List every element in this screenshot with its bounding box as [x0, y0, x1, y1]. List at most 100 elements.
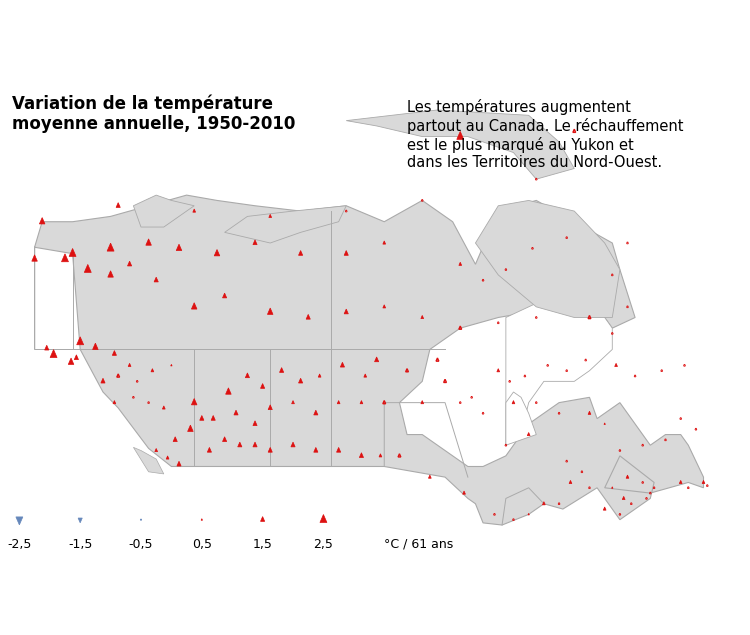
Polygon shape	[588, 411, 591, 415]
Polygon shape	[292, 401, 295, 404]
Polygon shape	[569, 481, 572, 484]
Polygon shape	[344, 251, 348, 255]
Polygon shape	[134, 447, 164, 474]
Polygon shape	[615, 363, 617, 366]
Polygon shape	[74, 355, 79, 359]
Polygon shape	[421, 316, 424, 319]
Polygon shape	[128, 261, 132, 266]
Polygon shape	[45, 345, 49, 350]
Polygon shape	[78, 518, 82, 523]
Polygon shape	[344, 309, 348, 314]
Polygon shape	[318, 374, 321, 377]
Polygon shape	[188, 425, 194, 431]
Text: °C / 61 ans: °C / 61 ans	[384, 538, 454, 551]
Polygon shape	[223, 437, 226, 441]
Polygon shape	[193, 209, 196, 212]
Polygon shape	[542, 502, 545, 505]
Text: 2,5: 2,5	[314, 538, 333, 551]
Polygon shape	[207, 448, 212, 452]
Polygon shape	[268, 405, 272, 410]
Polygon shape	[680, 481, 682, 484]
Polygon shape	[107, 243, 114, 251]
Polygon shape	[151, 369, 154, 372]
Polygon shape	[337, 448, 340, 452]
Polygon shape	[234, 410, 238, 415]
Polygon shape	[245, 373, 250, 378]
Polygon shape	[200, 415, 204, 420]
Polygon shape	[177, 461, 181, 466]
Polygon shape	[146, 239, 152, 245]
Polygon shape	[173, 437, 177, 441]
Polygon shape	[506, 392, 536, 445]
Polygon shape	[154, 277, 158, 282]
Polygon shape	[69, 248, 76, 257]
Polygon shape	[113, 401, 116, 404]
Polygon shape	[201, 519, 202, 520]
Text: -1,5: -1,5	[68, 538, 92, 551]
Text: -0,5: -0,5	[129, 538, 153, 551]
Polygon shape	[338, 401, 340, 404]
Text: -2,5: -2,5	[8, 538, 32, 551]
Polygon shape	[76, 337, 84, 345]
Polygon shape	[280, 368, 284, 372]
Text: Variation de la température
moyenne annuelle, 1950-2010: Variation de la température moyenne annu…	[12, 94, 296, 133]
Polygon shape	[346, 110, 574, 179]
Polygon shape	[108, 271, 113, 277]
Polygon shape	[379, 454, 382, 457]
Polygon shape	[320, 514, 327, 523]
Polygon shape	[360, 401, 363, 404]
Polygon shape	[306, 314, 310, 319]
Polygon shape	[421, 401, 424, 404]
Polygon shape	[40, 218, 45, 224]
Polygon shape	[512, 401, 514, 404]
Polygon shape	[154, 448, 158, 451]
Polygon shape	[604, 423, 605, 424]
Polygon shape	[253, 240, 257, 244]
Polygon shape	[496, 369, 500, 372]
Text: Les températures augmentent
partout au Canada. Le réchauffement
est le plus marq: Les températures augmentent partout au C…	[407, 99, 683, 170]
Polygon shape	[382, 305, 386, 308]
Polygon shape	[260, 517, 265, 521]
Polygon shape	[134, 195, 194, 227]
Polygon shape	[527, 432, 530, 436]
Polygon shape	[84, 264, 92, 272]
Polygon shape	[253, 442, 257, 447]
Polygon shape	[112, 351, 116, 356]
Polygon shape	[34, 195, 703, 525]
Polygon shape	[224, 206, 346, 243]
Polygon shape	[364, 374, 367, 377]
Polygon shape	[340, 363, 344, 367]
Polygon shape	[476, 201, 620, 318]
Polygon shape	[171, 364, 172, 366]
Polygon shape	[463, 491, 466, 494]
Text: 1,5: 1,5	[253, 538, 272, 551]
Polygon shape	[211, 415, 215, 420]
Polygon shape	[314, 410, 318, 415]
Polygon shape	[140, 519, 142, 521]
Polygon shape	[116, 203, 120, 208]
Polygon shape	[298, 378, 303, 383]
Polygon shape	[128, 363, 131, 366]
Polygon shape	[702, 481, 705, 484]
Polygon shape	[382, 241, 386, 244]
Polygon shape	[459, 262, 462, 265]
Polygon shape	[603, 507, 606, 510]
Polygon shape	[260, 384, 265, 389]
Polygon shape	[291, 442, 295, 447]
Polygon shape	[268, 448, 272, 452]
Polygon shape	[163, 406, 165, 409]
Polygon shape	[214, 250, 220, 256]
Polygon shape	[223, 293, 226, 298]
Polygon shape	[268, 308, 273, 314]
Polygon shape	[32, 255, 38, 261]
Polygon shape	[622, 497, 625, 500]
Polygon shape	[62, 254, 68, 262]
Polygon shape	[191, 303, 197, 309]
Text: 0,5: 0,5	[192, 538, 211, 551]
Polygon shape	[191, 399, 197, 405]
Polygon shape	[50, 350, 57, 358]
Polygon shape	[506, 296, 612, 445]
Polygon shape	[268, 215, 272, 218]
Polygon shape	[314, 448, 318, 452]
Polygon shape	[359, 453, 364, 458]
